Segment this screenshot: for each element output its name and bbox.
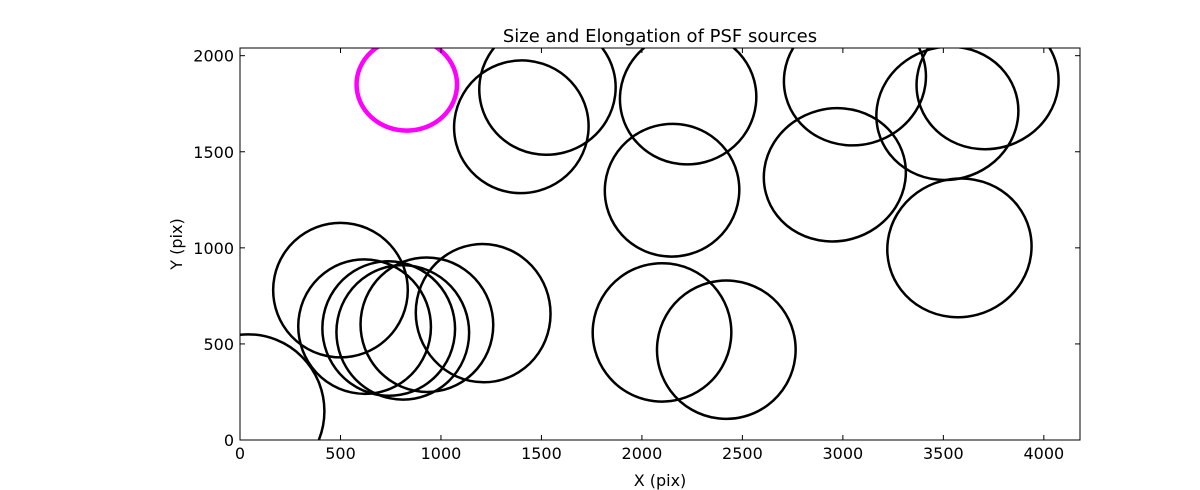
psf-ellipse-9 bbox=[478, 48, 617, 157]
chart-title: Size and Elongation of PSF sources bbox=[503, 26, 817, 47]
x-axis-label: X (pix) bbox=[634, 471, 687, 490]
x-tick-label: 3000 bbox=[823, 444, 864, 463]
x-tick-label: 0 bbox=[235, 444, 245, 463]
x-tick-label: 2500 bbox=[722, 444, 763, 463]
psf-ellipse-16 bbox=[762, 106, 908, 243]
y-tick-label: 1500 bbox=[193, 143, 234, 162]
psf-ellipse-8 bbox=[414, 242, 552, 384]
x-axis-ticks: 0 500 1000 1500 2000 2500 3000 3500 4000 bbox=[235, 48, 1064, 463]
psf-ellipse-3 bbox=[271, 221, 410, 359]
psf-ellipse-1 bbox=[240, 333, 326, 440]
x-tick-label: 1500 bbox=[521, 444, 562, 463]
psf-ellipse-13 bbox=[591, 261, 733, 403]
psf-ellipse-5 bbox=[321, 260, 457, 398]
y-axis-ticks: 0 500 1000 1500 2000 bbox=[193, 47, 1080, 450]
psf-ellipse-15 bbox=[782, 48, 928, 147]
psf-ellipse-19 bbox=[886, 177, 1033, 319]
psf-ellipse-7 bbox=[359, 256, 495, 394]
x-tick-label: 3500 bbox=[923, 444, 964, 463]
x-tick-label: 2000 bbox=[622, 444, 663, 463]
psf-ellipse-18 bbox=[915, 48, 1060, 151]
x-tick-label: 500 bbox=[325, 444, 356, 463]
ellipse-layer bbox=[240, 48, 1060, 440]
y-tick-label: 1000 bbox=[193, 239, 234, 258]
psf-ellipse-4 bbox=[296, 258, 433, 396]
y-axis-label: Y (pix) bbox=[167, 218, 186, 270]
psf-ellipse-12 bbox=[603, 122, 741, 258]
psf-ellipse-10 bbox=[452, 59, 590, 195]
highlighted-psf-ellipse bbox=[354, 48, 460, 133]
y-tick-label: 2000 bbox=[193, 47, 234, 66]
psf-ellipse-14 bbox=[655, 279, 797, 421]
x-tick-label: 1000 bbox=[421, 444, 462, 463]
psf-ellipse-17 bbox=[875, 48, 1020, 182]
psf-ellipse-6 bbox=[335, 263, 471, 401]
y-tick-label: 0 bbox=[224, 431, 234, 450]
psf-ellipse-11 bbox=[618, 48, 758, 166]
plot-frame bbox=[239, 47, 1081, 441]
y-tick-label: 500 bbox=[203, 335, 234, 354]
x-tick-label: 4000 bbox=[1023, 444, 1064, 463]
